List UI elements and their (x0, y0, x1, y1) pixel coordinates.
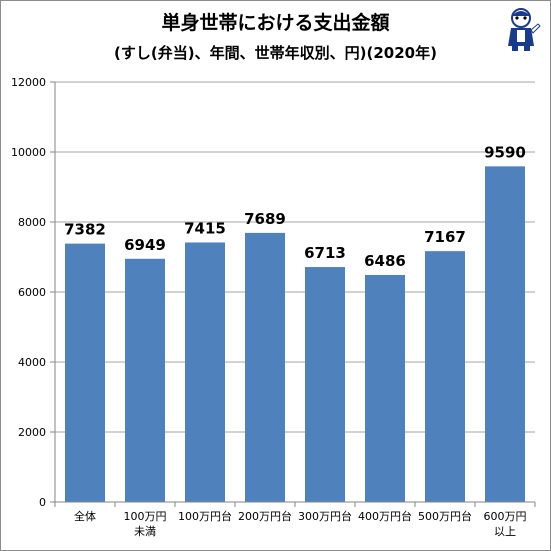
bar (305, 267, 345, 502)
bar (125, 258, 165, 502)
data-label: 9590 (484, 143, 526, 161)
axes (54, 82, 536, 507)
y-tick-label: 4000 (18, 356, 46, 369)
data-labels: 7382 6949 7415 7689 6713 6486 7167 9590 (64, 143, 526, 270)
y-tick-label: 12000 (11, 76, 46, 89)
x-tick-label: 300万円台 (298, 509, 352, 523)
mascot-logo-icon (508, 8, 541, 51)
y-tick-label: 8000 (18, 216, 46, 229)
x-tick-label: 500万円台 (418, 509, 472, 523)
x-tick-label: 100万円台 (178, 509, 232, 523)
y-tick-label: 0 (39, 496, 46, 509)
x-tick-label: 400万円台 (358, 509, 412, 523)
bar (65, 243, 105, 502)
bar (245, 232, 285, 502)
x-tick-label: 600万円 (484, 510, 527, 523)
x-tick-label: 全体 (74, 509, 96, 523)
y-tick-label: 2000 (18, 426, 46, 439)
data-label: 7689 (244, 210, 286, 228)
data-label: 6713 (304, 244, 346, 262)
x-tick-label: 未満 (134, 525, 156, 538)
bar (185, 242, 225, 502)
bar (365, 274, 405, 502)
y-tick-label: 6000 (18, 286, 46, 299)
x-tick-label: 200万円台 (238, 509, 292, 523)
chart-subtitle: (すし(弁当)、年間、世帯年収別、円)(2020年) (114, 44, 437, 62)
data-label: 7415 (184, 219, 226, 237)
bar (425, 251, 465, 502)
y-tick-label: 10000 (11, 146, 46, 159)
data-label: 7167 (424, 228, 466, 246)
x-tick-label: 100万円 (124, 510, 167, 523)
chart-title: 単身世帯における支出金額 (161, 12, 390, 34)
y-tick-labels: 0 2000 4000 6000 8000 10000 12000 (11, 76, 46, 509)
data-label: 6949 (124, 236, 166, 254)
data-label: 7382 (64, 221, 106, 239)
data-label: 6486 (364, 252, 406, 270)
x-tick-label: 以上 (494, 525, 516, 538)
bars (65, 166, 525, 502)
bar (485, 166, 525, 502)
